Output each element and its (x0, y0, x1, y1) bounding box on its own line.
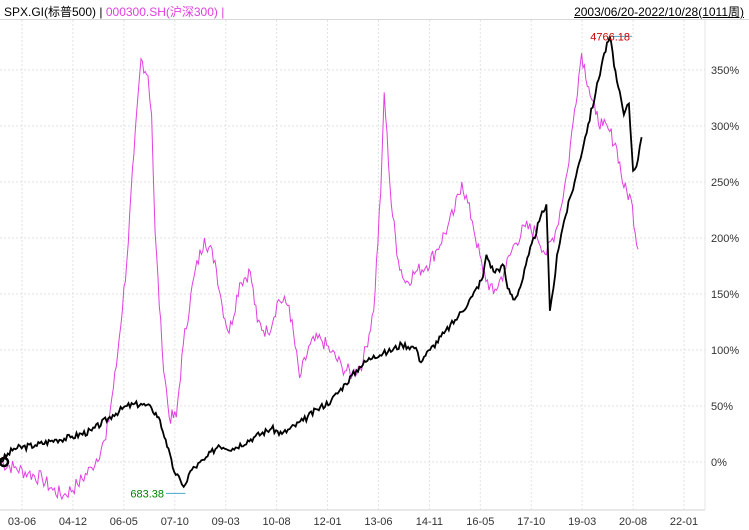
legend-spx-label[interactable]: SPX.GI(标普500) (4, 5, 97, 19)
annotations: 4766.18 683.38 (0, 31, 632, 500)
x-tick-label: 20-08 (619, 516, 647, 528)
y-axis-ticks: 0% 50% 100% 150% 200% 250% 300% 350% (711, 65, 739, 469)
y-tick-label: 50% (711, 401, 733, 413)
x-tick-label: 19-03 (568, 516, 596, 528)
header-divider (0, 19, 749, 20)
y-tick-label: 200% (711, 233, 739, 245)
x-tick-label: 10-08 (263, 516, 291, 528)
x-tick-label: 03-06 (8, 516, 36, 528)
x-tick-label: 13-06 (364, 516, 392, 528)
y-tick-label: 0% (711, 457, 727, 469)
x-tick-label: 07-10 (161, 516, 189, 528)
y-tick-label: 300% (711, 121, 739, 133)
date-range-label[interactable]: 2003/06/20-2022/10/28(1011周) (574, 5, 744, 19)
x-tick-label: 06-05 (110, 516, 138, 528)
y-tick-label: 150% (711, 289, 739, 301)
x-tick-label: 16-05 (466, 516, 494, 528)
series-line-hs300[interactable] (0, 53, 639, 501)
series-lines (0, 36, 643, 501)
min-value-label: 683.38 (130, 488, 164, 500)
x-tick-label: 04-12 (59, 516, 87, 528)
x-tick-label: 22-01 (670, 516, 698, 528)
y-tick-label: 250% (711, 177, 739, 189)
legend-hs300-label[interactable]: 000300.SH(沪深300) (105, 5, 218, 19)
series-line-spx[interactable] (0, 36, 643, 489)
start-marker (0, 456, 10, 468)
max-value-label: 4766.18 (590, 31, 630, 43)
x-tick-label: 12-01 (313, 516, 341, 528)
x-axis-ticks: 03-06 04-12 06-05 07-10 09-03 10-08 12-01 13-06… (8, 516, 698, 528)
y-tick-label: 100% (711, 345, 739, 357)
x-tick-label: 17-10 (517, 516, 545, 528)
x-tick-label: 09-03 (212, 516, 240, 528)
legend-separator: | (99, 5, 103, 19)
y-tick-label: 350% (711, 65, 739, 77)
legend-separator-2: | (221, 5, 225, 19)
x-tick-label: 14-11 (416, 516, 443, 528)
legend: SPX.GI(标普500) | 000300.SH(沪深300) | (4, 3, 224, 20)
